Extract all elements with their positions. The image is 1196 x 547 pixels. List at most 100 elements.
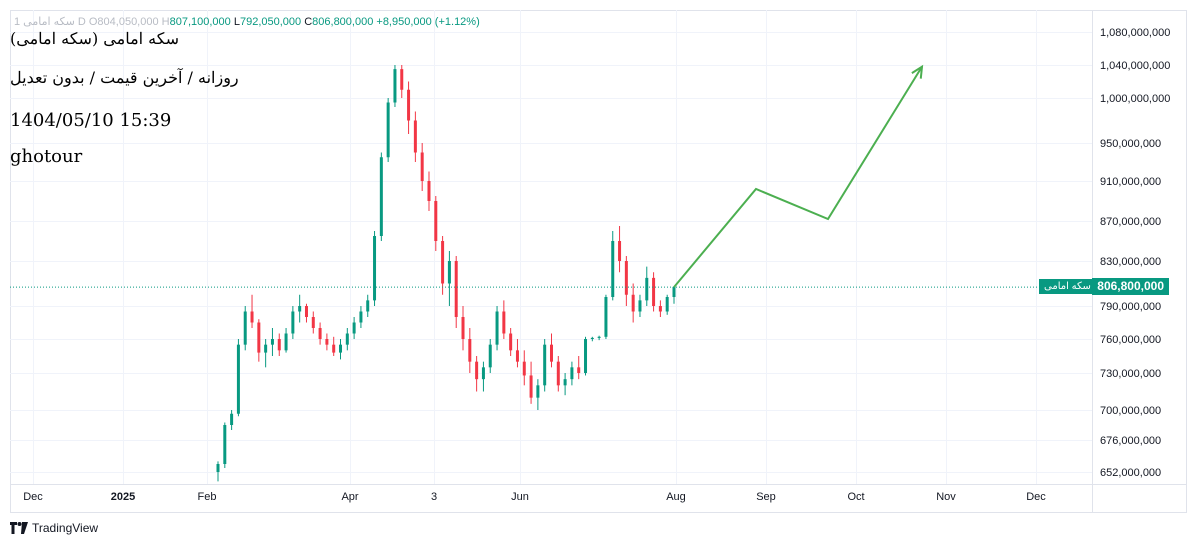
footer-brand-label: TradingView bbox=[32, 521, 99, 535]
candle-body bbox=[257, 322, 261, 353]
candle-body bbox=[502, 311, 506, 334]
candle-body bbox=[468, 339, 472, 362]
candle-body bbox=[624, 261, 628, 295]
candle-body bbox=[461, 317, 465, 339]
watermark-settings: روزانه / آخرین قیمت / بدون تعدیل bbox=[10, 68, 239, 87]
y-tick-label: 910,000,000 bbox=[1100, 176, 1161, 188]
ohlc-legend: سکه امامی 1 D O804,050,000 H807,100,000 … bbox=[14, 15, 480, 28]
candle-body bbox=[400, 69, 404, 90]
x-tick-label: Sep bbox=[756, 491, 776, 503]
candle-body bbox=[549, 344, 553, 362]
y-tick-label: 1,000,000,000 bbox=[1100, 93, 1170, 105]
candle-body bbox=[556, 361, 560, 386]
y-tick-label: 870,000,000 bbox=[1100, 216, 1161, 228]
x-tick-label: Aug bbox=[666, 491, 686, 503]
candle-body bbox=[359, 311, 363, 323]
candle-body bbox=[264, 344, 268, 353]
candle-body bbox=[652, 277, 656, 306]
candle-body bbox=[393, 69, 397, 103]
candle-body bbox=[638, 300, 642, 312]
high-value: 807,100,000 bbox=[169, 16, 231, 28]
candle-body bbox=[584, 339, 588, 373]
candle-body bbox=[243, 311, 247, 345]
y-tick-label: 676,000,000 bbox=[1100, 435, 1161, 447]
candle-body bbox=[488, 344, 492, 368]
symbol-interval: سکه امامی 1 D bbox=[14, 16, 86, 28]
candle-body bbox=[284, 333, 288, 351]
candle-body bbox=[577, 367, 581, 373]
candle-body bbox=[570, 367, 574, 380]
candle-body bbox=[291, 311, 295, 334]
tradingview-logo-icon bbox=[10, 522, 28, 534]
current-price-tag: 806,800,000 bbox=[1092, 278, 1169, 295]
candle-body bbox=[672, 286, 676, 297]
candle-body bbox=[645, 277, 649, 301]
candle-body bbox=[345, 333, 349, 345]
candle-body bbox=[379, 157, 383, 236]
x-tick-label: Apr bbox=[341, 491, 358, 503]
candle-body bbox=[665, 297, 669, 312]
watermark-symbol: (سکه امامی (سکه امامی bbox=[10, 29, 179, 48]
close-label: C bbox=[304, 16, 313, 28]
y-tick-label: 730,000,000 bbox=[1100, 368, 1161, 380]
candle-body bbox=[270, 339, 274, 345]
watermark-author: ghotour bbox=[10, 146, 83, 167]
projection-arrowhead bbox=[911, 64, 924, 79]
candle-body bbox=[515, 350, 519, 362]
x-tick-label: 2025 bbox=[111, 491, 135, 503]
y-tick-label: 1,080,000,000 bbox=[1100, 27, 1170, 39]
candle-body bbox=[522, 361, 526, 376]
change-value: +8,950,000 (+1.12%) bbox=[376, 16, 480, 28]
candle-body bbox=[447, 261, 451, 284]
x-tick-label: Feb bbox=[198, 491, 217, 503]
candle-body bbox=[597, 336, 601, 338]
candle-body bbox=[658, 306, 662, 312]
candle-body bbox=[536, 385, 540, 398]
x-tick-label: Dec bbox=[23, 491, 43, 503]
candle-body bbox=[611, 241, 615, 297]
candle-body bbox=[277, 339, 281, 351]
candle-body bbox=[529, 375, 533, 398]
candle-body bbox=[373, 236, 377, 301]
candle-body bbox=[495, 311, 499, 345]
candle-body bbox=[325, 339, 329, 345]
candle-body bbox=[352, 322, 356, 334]
candle-body bbox=[311, 317, 315, 328]
x-tick-label: Nov bbox=[936, 491, 956, 503]
candle-body bbox=[481, 367, 485, 380]
candle-body bbox=[441, 241, 445, 284]
candle-body bbox=[427, 181, 431, 201]
high-label: H bbox=[161, 16, 170, 28]
candle-body bbox=[475, 361, 479, 380]
candle-body bbox=[298, 306, 302, 312]
candle-body bbox=[366, 300, 370, 312]
candle-body bbox=[420, 152, 424, 181]
candle-body bbox=[454, 261, 458, 317]
low-value: 792,050,000 bbox=[239, 16, 302, 28]
candle-body bbox=[509, 333, 513, 351]
candle-body bbox=[236, 344, 240, 414]
candle-body bbox=[413, 120, 417, 153]
candle-body bbox=[318, 328, 322, 339]
candle-body bbox=[604, 297, 608, 337]
y-tick-label: 830,000,000 bbox=[1100, 256, 1161, 268]
y-tick-label: 760,000,000 bbox=[1100, 334, 1161, 346]
footer-brand[interactable]: TradingView bbox=[10, 521, 98, 535]
open-value: 804,050,000 bbox=[97, 16, 159, 28]
low-label: L bbox=[233, 16, 240, 28]
candle-body bbox=[250, 311, 254, 323]
y-tick-label: 950,000,000 bbox=[1100, 138, 1161, 150]
candle-body bbox=[386, 102, 390, 158]
y-tick-label: 790,000,000 bbox=[1100, 301, 1161, 313]
candle-body bbox=[590, 337, 594, 339]
candle-body bbox=[543, 344, 547, 386]
candle-body bbox=[407, 89, 411, 121]
y-tick-label: 652,000,000 bbox=[1100, 467, 1161, 479]
open-label: O bbox=[88, 16, 98, 28]
x-tick-label: Jun bbox=[511, 491, 529, 503]
symbol-price-tag: سکه امامی bbox=[1039, 279, 1096, 294]
candle-body bbox=[216, 464, 220, 472]
projection-line bbox=[673, 66, 923, 288]
